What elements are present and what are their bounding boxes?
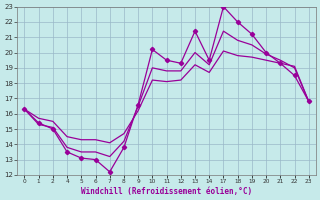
- X-axis label: Windchill (Refroidissement éolien,°C): Windchill (Refroidissement éolien,°C): [81, 187, 252, 196]
